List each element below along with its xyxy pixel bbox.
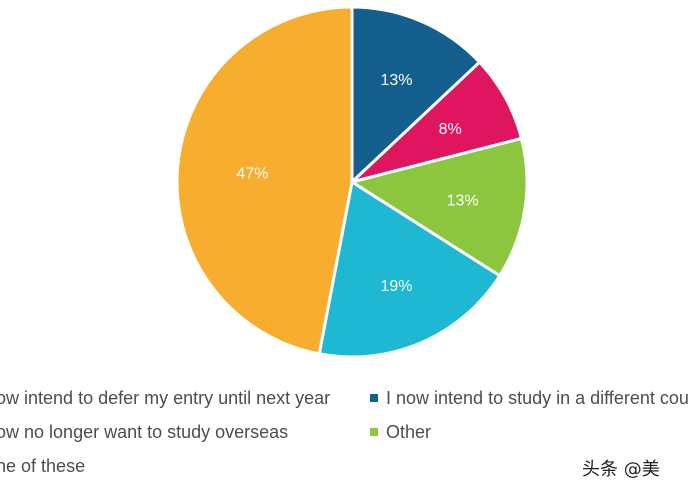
legend-label-1: now intend to defer my entry until next … (0, 388, 330, 408)
slice-data-label-4: 19% (380, 278, 412, 295)
legend-label-2: I now intend to study in a different cou (386, 388, 689, 408)
legend: now intend to defer my entry until next … (0, 388, 689, 476)
slice-data-label-2: 8% (439, 121, 462, 138)
pie-slices (175, 5, 529, 359)
pie-slice-labels: 13% 8% 13% 19% 47% (236, 72, 478, 295)
pie-slice-1 (350, 5, 482, 184)
watermark-text: 头条 @美 (582, 459, 660, 480)
pie-slice-3 (350, 136, 529, 278)
slice-data-label-1: 13% (380, 72, 412, 89)
legend-label-4: Other (386, 422, 431, 442)
slice-data-label-3: 13% (447, 193, 479, 210)
legend-label-5: one of these (0, 456, 85, 476)
legend-swatch-4 (370, 428, 378, 436)
pie-slice-4 (317, 180, 502, 359)
legend-label-3: now no longer want to study overseas (0, 422, 288, 442)
slice-data-label-5: 47% (236, 166, 268, 183)
legend-swatch-2 (370, 394, 378, 402)
pie-slice-5 (175, 5, 354, 356)
